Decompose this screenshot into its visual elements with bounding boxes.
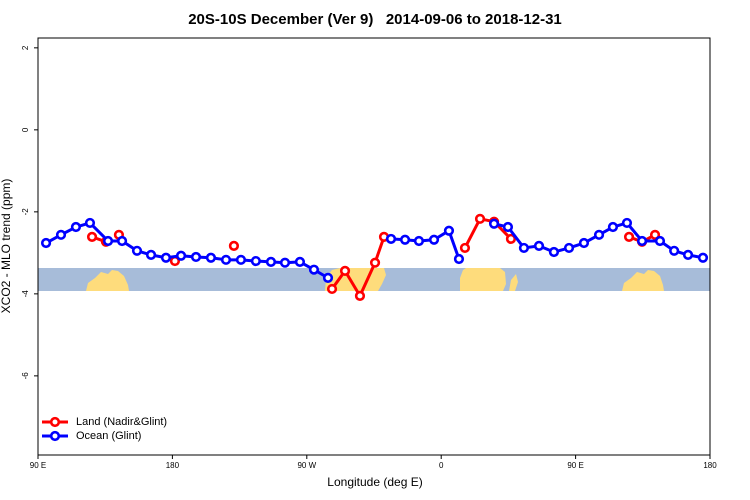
data-point: [428, 234, 440, 245]
data-point: [160, 252, 172, 263]
data-point: [548, 246, 560, 258]
data-point: [621, 217, 633, 229]
data-point: [654, 235, 666, 247]
data-point: [294, 256, 306, 267]
land-patch: [622, 270, 664, 291]
data-point: [518, 242, 530, 254]
data-point: [220, 254, 232, 265]
x-tick-label: 90 E: [30, 461, 46, 470]
data-point: [322, 272, 334, 283]
data-point: [145, 249, 157, 261]
data-point: [563, 242, 575, 254]
data-point: [369, 257, 381, 268]
data-point: [385, 233, 397, 245]
data-point: [682, 249, 694, 261]
data-point: [190, 251, 202, 263]
data-point: [697, 252, 709, 263]
data-point: [55, 229, 67, 240]
y-tick-label: -4: [21, 290, 30, 298]
data-point: [235, 254, 247, 265]
data-point: [131, 245, 143, 256]
x-tick-label: 180: [166, 461, 180, 470]
y-tick-label: 2: [21, 45, 30, 50]
legend-marker: [49, 416, 61, 428]
x-tick-label: 90 E: [567, 461, 583, 470]
legend-label: Land (Nadir&Glint): [76, 416, 167, 428]
data-point: [474, 213, 486, 224]
legend-marker: [49, 430, 61, 442]
x-tick-label: 180: [703, 461, 717, 470]
data-point: [84, 217, 96, 229]
data-point: [308, 264, 320, 275]
data-point: [593, 229, 605, 240]
data-point: [488, 218, 500, 229]
data-point: [505, 233, 517, 245]
data-point: [265, 256, 277, 267]
data-point: [86, 231, 98, 242]
data-point: [502, 221, 514, 233]
data-point: [533, 240, 545, 251]
data-point: [453, 253, 465, 265]
y-tick-label: 0: [21, 127, 30, 132]
data-point: [70, 221, 82, 233]
x-tick-label: 0: [439, 461, 444, 470]
data-point: [205, 252, 217, 263]
y-axis-title: XCO2 - MLO trend (ppm): [0, 179, 13, 314]
data-point: [175, 250, 187, 261]
data-point: [649, 229, 661, 240]
data-point: [459, 242, 471, 254]
data-point: [40, 237, 52, 249]
y-tick-label: -6: [21, 372, 30, 380]
data-point: [102, 235, 114, 247]
data-point: [250, 255, 261, 267]
data-point: [116, 235, 128, 247]
data-point: [578, 237, 590, 249]
data-point: [326, 283, 338, 295]
legend-label: Ocean (Glint): [76, 430, 141, 442]
data-point: [669, 245, 680, 256]
chart-title: 20S-10S December (Ver 9) 2014-09-06 to 2…: [188, 11, 562, 28]
land-patch: [460, 268, 518, 291]
data-point: [354, 290, 366, 302]
data-point: [607, 221, 619, 233]
x-axis-title: Longitude (deg E): [327, 475, 422, 489]
data-point: [413, 235, 425, 247]
data-point: [623, 231, 635, 242]
land-patch: [86, 270, 129, 291]
data-point: [636, 235, 648, 247]
x-tick-label: 90 W: [297, 461, 316, 470]
data-point: [443, 225, 455, 236]
map-strip: [38, 268, 710, 291]
y-tick-label: -2: [21, 208, 30, 216]
plot-frame: [37, 37, 711, 456]
data-point: [279, 257, 291, 268]
data-point: [228, 240, 240, 251]
data-point: [399, 234, 411, 245]
data-point: [339, 265, 351, 276]
